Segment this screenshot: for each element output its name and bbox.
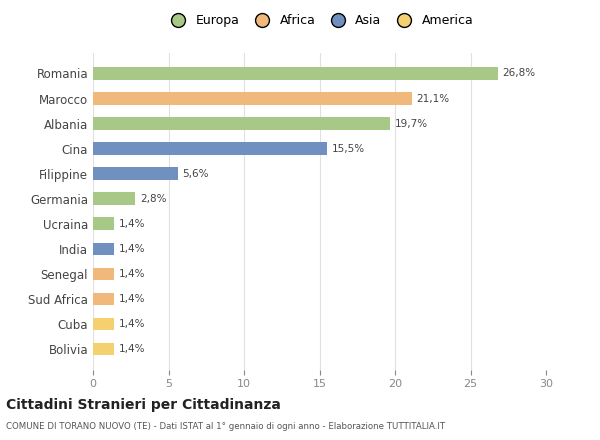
Text: 21,1%: 21,1% — [416, 94, 449, 103]
Text: Cittadini Stranieri per Cittadinanza: Cittadini Stranieri per Cittadinanza — [6, 398, 281, 412]
Text: 1,4%: 1,4% — [119, 294, 145, 304]
Text: 19,7%: 19,7% — [395, 118, 428, 128]
Text: 2,8%: 2,8% — [140, 194, 166, 204]
Bar — [93, 242, 114, 255]
Bar — [93, 268, 114, 280]
Bar — [93, 117, 391, 130]
Bar — [93, 343, 114, 355]
Text: 15,5%: 15,5% — [332, 143, 365, 154]
Text: 1,4%: 1,4% — [119, 344, 145, 354]
Text: 1,4%: 1,4% — [119, 219, 145, 229]
Bar — [93, 318, 114, 330]
Bar — [93, 67, 497, 80]
Bar — [93, 167, 178, 180]
Legend: Europa, Africa, Asia, America: Europa, Africa, Asia, America — [163, 11, 476, 29]
Bar — [93, 293, 114, 305]
Text: 1,4%: 1,4% — [119, 244, 145, 254]
Text: 26,8%: 26,8% — [502, 69, 535, 78]
Text: 1,4%: 1,4% — [119, 319, 145, 329]
Text: COMUNE DI TORANO NUOVO (TE) - Dati ISTAT al 1° gennaio di ogni anno - Elaborazio: COMUNE DI TORANO NUOVO (TE) - Dati ISTAT… — [6, 422, 445, 430]
Text: 1,4%: 1,4% — [119, 269, 145, 279]
Bar — [93, 217, 114, 230]
Text: 5,6%: 5,6% — [182, 169, 209, 179]
Bar — [93, 92, 412, 105]
Bar — [93, 142, 327, 155]
Bar — [93, 192, 135, 205]
